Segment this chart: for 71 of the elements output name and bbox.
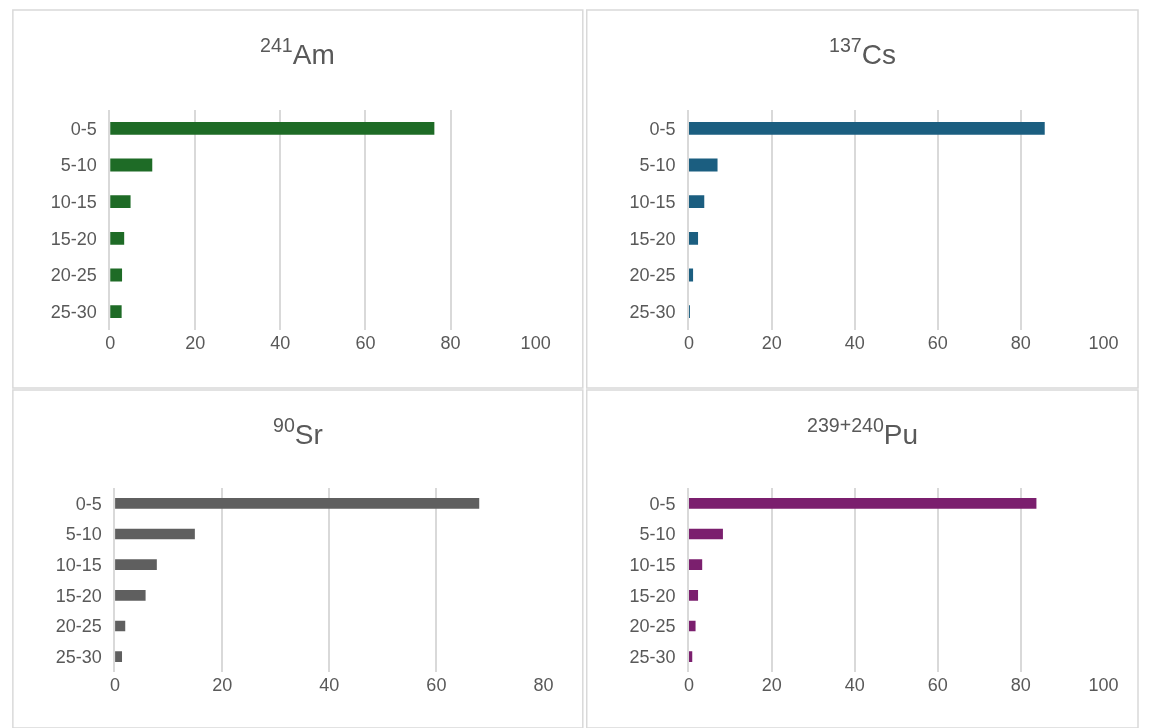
y-tick-label: 5-10 xyxy=(639,524,676,545)
x-tick-label: 80 xyxy=(440,333,461,353)
x-tick-label: 80 xyxy=(1010,675,1031,695)
y-tick-label: 0-5 xyxy=(75,493,102,514)
y-tick-label: 15-20 xyxy=(629,585,676,606)
y-tick-label: 15-20 xyxy=(629,228,676,249)
x-tick-label: 100 xyxy=(520,333,551,353)
bar xyxy=(688,559,703,571)
x-tick-label: 80 xyxy=(533,675,554,695)
y-tick-label: 10-15 xyxy=(629,191,676,212)
y-tick-label: 0-5 xyxy=(70,118,97,139)
bar xyxy=(110,231,125,245)
bar xyxy=(115,528,195,540)
y-tick-label: 5-10 xyxy=(60,155,97,176)
y-tick-label: 0-5 xyxy=(649,493,676,514)
y-tick-label: 15-20 xyxy=(55,585,102,606)
bar xyxy=(110,305,122,319)
y-tick-label: 20-25 xyxy=(629,616,676,637)
bar xyxy=(115,559,157,571)
bar xyxy=(688,651,693,663)
y-tick-label: 10-15 xyxy=(629,554,676,575)
x-tick-label: 20 xyxy=(761,333,782,353)
y-tick-label: 15-20 xyxy=(50,228,97,249)
x-tick-label: 0 xyxy=(105,333,116,353)
bar xyxy=(115,497,480,509)
y-tick-label: 20-25 xyxy=(629,265,676,286)
y-tick-label: 5-10 xyxy=(65,524,102,545)
bar xyxy=(115,589,146,601)
y-tick-label: 25-30 xyxy=(629,301,676,322)
x-tick-label: 0 xyxy=(683,333,694,353)
x-tick-label: 0 xyxy=(110,675,121,695)
bar xyxy=(688,268,694,282)
chart-title: $^{241}$Am xyxy=(260,34,335,70)
bar xyxy=(110,195,131,209)
y-tick-label: 25-30 xyxy=(55,646,102,667)
x-tick-label: 60 xyxy=(355,333,376,353)
x-tick-label: 100 xyxy=(1088,675,1119,695)
x-tick-label: 20 xyxy=(212,675,233,695)
bar xyxy=(688,231,699,245)
bar xyxy=(688,158,718,172)
y-tick-label: 25-30 xyxy=(629,646,676,667)
x-tick-label: 20 xyxy=(185,333,206,353)
x-tick-label: 0 xyxy=(683,675,694,695)
x-tick-label: 20 xyxy=(761,675,782,695)
chart-title: $^{239+240}$Pu xyxy=(807,414,919,450)
x-tick-label: 60 xyxy=(426,675,447,695)
x-tick-label: 100 xyxy=(1088,333,1119,353)
bar xyxy=(688,528,723,540)
x-tick-label: 60 xyxy=(927,333,948,353)
y-tick-label: 10-15 xyxy=(50,191,97,212)
y-tick-label: 25-30 xyxy=(50,301,97,322)
x-tick-label: 40 xyxy=(270,333,291,353)
bar xyxy=(688,589,699,601)
bar xyxy=(110,121,435,135)
y-tick-label: 20-25 xyxy=(50,265,97,286)
x-tick-label: 40 xyxy=(844,675,865,695)
bar xyxy=(688,497,1037,509)
x-tick-label: 40 xyxy=(844,333,865,353)
y-tick-label: 10-15 xyxy=(55,554,102,575)
y-tick-label: 5-10 xyxy=(639,155,676,176)
x-tick-label: 60 xyxy=(927,675,948,695)
x-tick-label: 40 xyxy=(319,675,340,695)
y-tick-label: 0-5 xyxy=(649,118,676,139)
x-tick-label: 80 xyxy=(1010,333,1031,353)
chart-title: $^{137}$Cs xyxy=(829,34,896,70)
bar xyxy=(688,620,696,632)
bar xyxy=(688,195,705,209)
bar xyxy=(110,158,153,172)
y-tick-label: 20-25 xyxy=(55,616,102,637)
bar xyxy=(688,121,1045,135)
chart-title: $^{90}$Sr xyxy=(273,414,323,450)
